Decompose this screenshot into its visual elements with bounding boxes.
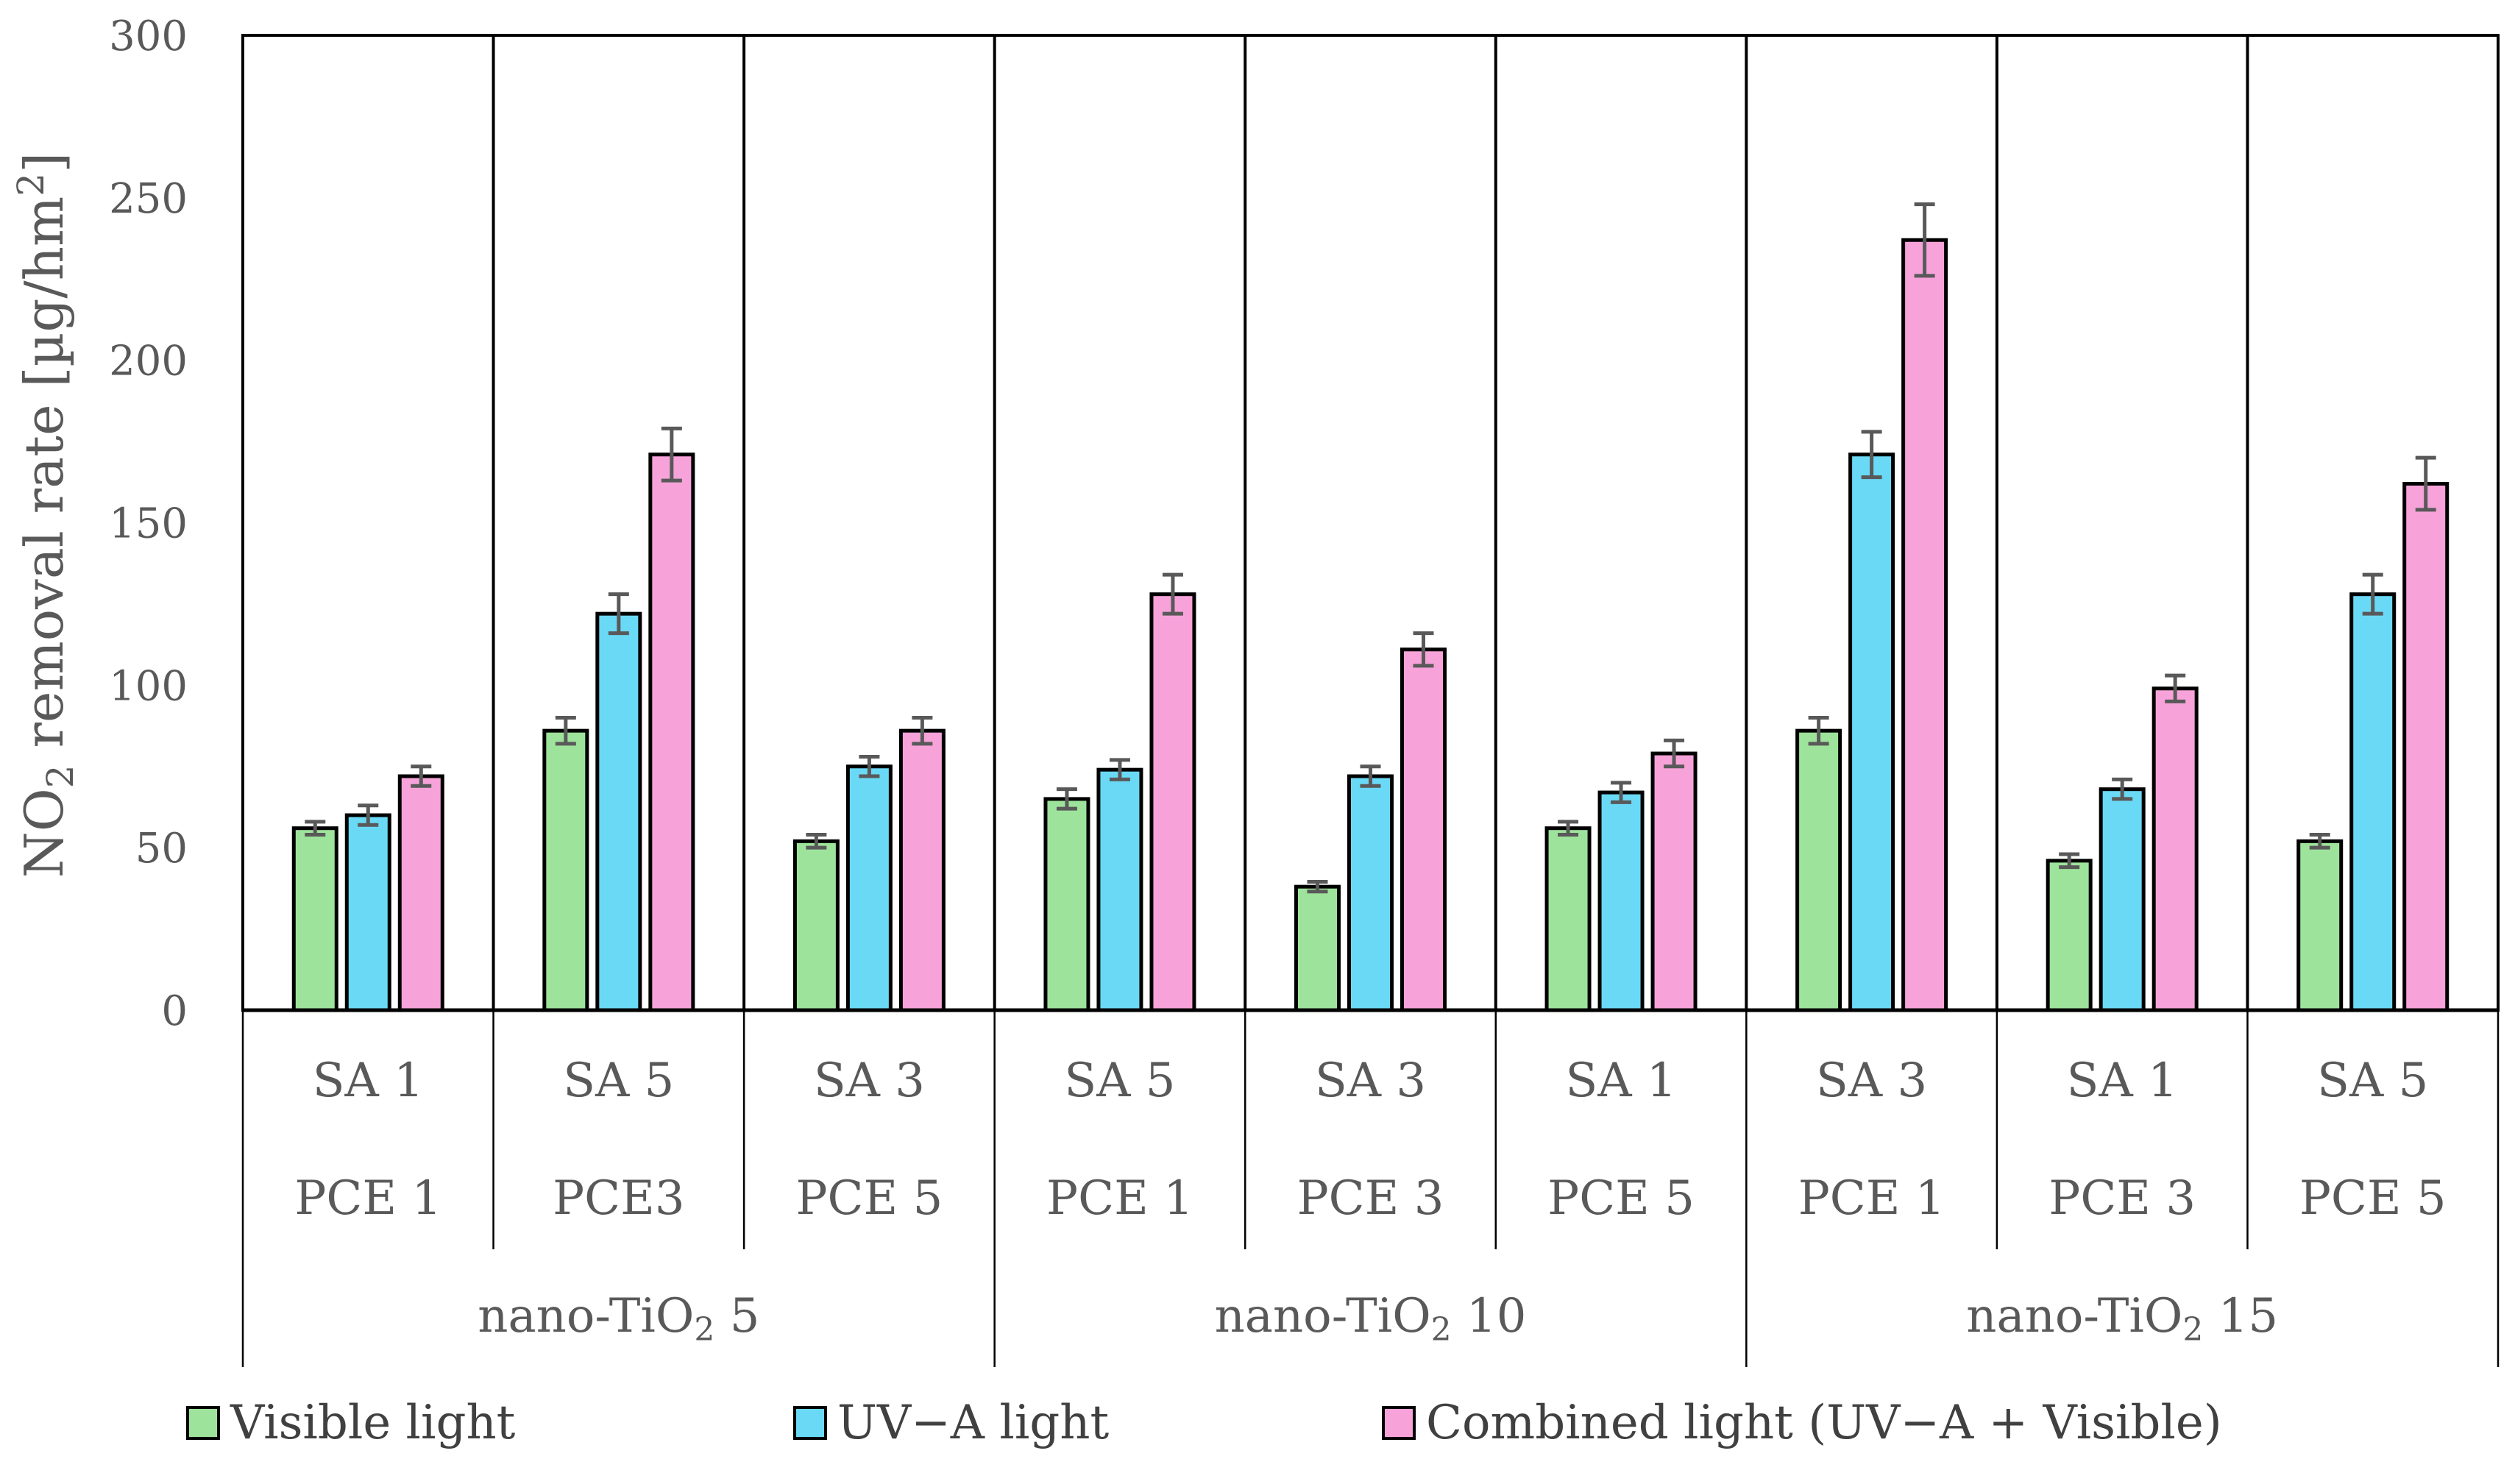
bar (2152, 686, 2199, 1012)
bar (1848, 452, 1895, 1012)
legend-item: Combined light (UV−A + Visible) (1382, 1396, 2222, 1450)
bar (1043, 797, 1090, 1012)
bar (845, 764, 893, 1012)
y-tick-label: 0 (161, 987, 188, 1035)
error-bar (2165, 673, 2186, 703)
bar (1347, 774, 1394, 1012)
error-bar (2059, 852, 2080, 870)
bar (1544, 826, 1592, 1012)
error-bar (1914, 202, 1935, 278)
category-pce-label: PCE 5 (1547, 1171, 1695, 1226)
error-bar (1056, 787, 1077, 811)
category-sa-label: SA 5 (563, 1054, 674, 1108)
category-pce-label: PCE 1 (1046, 1171, 1193, 1226)
tick-layer: 0 50 100 150 200 250 300 (109, 13, 188, 1035)
y-tick-label: 100 (109, 662, 188, 710)
bar (542, 728, 589, 1012)
category-pce-label: PCE 5 (2299, 1171, 2447, 1226)
error-bar (411, 764, 432, 788)
bar (792, 839, 840, 1012)
y-tick-label: 50 (135, 825, 188, 873)
bar (2046, 859, 2093, 1012)
error-bar (1558, 820, 1579, 837)
error-bar (859, 755, 880, 778)
bar (1901, 238, 1948, 1012)
legend-label: Combined light (UV−A + Visible) (1426, 1396, 2222, 1450)
group-label: nano-TiO2 10 (1215, 1289, 1527, 1349)
bar (1294, 884, 1341, 1012)
error-bar (608, 592, 629, 636)
category-pce-label: PCE 1 (294, 1171, 441, 1226)
legend: Visible light UV−A light Combined light (U… (186, 1396, 2222, 1450)
y-tick-label: 300 (109, 13, 188, 60)
category-label-layer: SA 1 PCE 1 SA 5 PCE3 SA 3 PCE 5 SA 5 PCE 1 SA 3 P… (294, 1054, 2446, 1349)
error-bar (1109, 758, 1130, 781)
error-bar (1413, 631, 1434, 668)
legend-label: Visible light (230, 1396, 516, 1450)
error-bar (358, 803, 379, 827)
error-bar (912, 716, 933, 746)
bar (1149, 592, 1196, 1012)
bar (291, 826, 338, 1012)
bar (2402, 482, 2450, 1012)
bar (1597, 790, 1645, 1012)
category-pce-label: PCE3 (553, 1171, 684, 1226)
error-bar (2112, 777, 2133, 801)
bar (1650, 751, 1698, 1012)
bar (1400, 647, 1447, 1012)
error-bar (1808, 716, 1829, 746)
category-sa-label: SA 3 (814, 1054, 925, 1108)
error-bar (2362, 572, 2383, 616)
category-sa-label: SA 5 (1064, 1054, 1175, 1108)
legend-item: UV−A light (793, 1396, 1109, 1450)
category-sa-label: SA 1 (1565, 1054, 1676, 1108)
bar (2349, 592, 2397, 1012)
legend-label: UV−A light (837, 1396, 1109, 1450)
error-bar (806, 833, 827, 850)
bar (898, 728, 946, 1012)
legend-item: Visible light (186, 1396, 516, 1450)
error-bar (2415, 455, 2436, 512)
bar (397, 774, 444, 1012)
error-bar (1861, 430, 1882, 480)
error-bar (1611, 781, 1632, 804)
legend-swatch (1382, 1406, 1416, 1440)
error-bar (661, 426, 682, 483)
error-bar (305, 820, 326, 837)
category-pce-label: PCE 5 (795, 1171, 943, 1226)
error-bar (2309, 833, 2330, 850)
category-sa-label: SA 3 (1315, 1054, 1426, 1108)
bar (1096, 767, 1143, 1012)
error-bar (1664, 738, 1685, 769)
category-pce-label: PCE 3 (2048, 1171, 2196, 1226)
error-bar (1360, 764, 1381, 788)
category-pce-label: PCE 3 (1297, 1171, 1444, 1226)
category-sa-label: SA 3 (1816, 1054, 1927, 1108)
category-sa-label: SA 1 (313, 1054, 424, 1108)
y-axis-label: NO2 removal rate [µg/hm2] (10, 152, 82, 878)
legend-swatch (186, 1406, 220, 1440)
group-label: nano-TiO2 5 (478, 1289, 759, 1349)
bar (2296, 839, 2344, 1012)
bar (2099, 787, 2146, 1012)
y-tick-label: 200 (109, 338, 188, 386)
bar-layer (291, 202, 2450, 1012)
bar (344, 813, 391, 1012)
bar (595, 611, 642, 1012)
bar (1795, 728, 1842, 1012)
category-pce-label: PCE 1 (1798, 1171, 1945, 1226)
legend-swatch (793, 1406, 827, 1440)
error-bar (555, 716, 576, 746)
error-bar (1162, 572, 1183, 616)
error-bar (1307, 880, 1328, 894)
bar (648, 452, 695, 1012)
group-label: nano-TiO2 15 (1966, 1289, 2278, 1349)
y-tick-label: 150 (109, 500, 188, 548)
y-tick-label: 250 (109, 175, 188, 223)
category-sa-label: SA 5 (2317, 1054, 2428, 1108)
category-sa-label: SA 1 (2067, 1054, 2178, 1108)
